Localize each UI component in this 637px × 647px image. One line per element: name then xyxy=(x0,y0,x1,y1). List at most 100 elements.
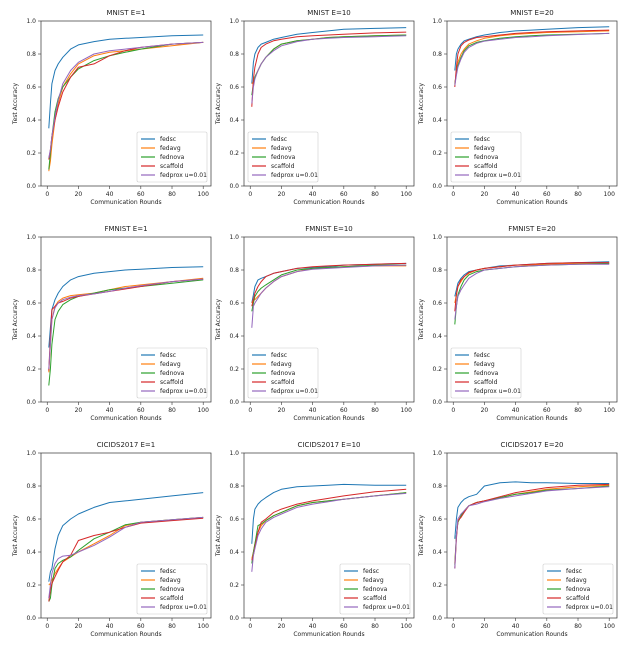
y-tick-label: 0.4 xyxy=(432,333,442,340)
subplot-title: MNIST E=10 xyxy=(307,9,350,17)
legend-label: fednova xyxy=(160,370,185,377)
subplot-title: CICIDS2017 E=10 xyxy=(298,441,361,449)
legend-label: scaffold xyxy=(271,163,295,170)
legend-label: fedsc xyxy=(160,568,176,575)
x-tick-label: 20 xyxy=(75,191,83,198)
y-tick-label: 0.2 xyxy=(26,366,36,373)
legend-label: fedprox u=0.01 xyxy=(160,604,207,611)
legend-label: fedavg xyxy=(566,577,587,584)
y-axis-label: Test Accuracy xyxy=(215,514,222,557)
y-axis-label: Test Accuracy xyxy=(418,298,425,341)
y-tick-label: 0.8 xyxy=(432,51,442,58)
subplot-1: MNIST E=1 0 20 40 60 80 100 0.0 0.2 0.4 0.6 0.8 1.0 C… xyxy=(12,9,212,206)
y-tick-label: 0.4 xyxy=(432,549,442,556)
series-line-fednova xyxy=(251,264,407,312)
y-tick-label: 0.6 xyxy=(432,516,442,523)
series-line-fednova xyxy=(251,492,407,564)
series-line-fedsc xyxy=(251,262,407,304)
legend-label: fednova xyxy=(271,154,296,161)
legend: fedsc fedavg fednova scaffold fedprox u=0.01 xyxy=(247,131,319,183)
series-line-scaffold xyxy=(48,278,204,371)
subplot-title: MNIST E=1 xyxy=(106,9,145,17)
y-tick-label: 0.8 xyxy=(229,267,239,274)
subplot-3: MNIST E=20 0 20 40 60 80 100 0.0 0.2 0.4 0.6 0.8 1.0… xyxy=(418,9,618,206)
y-tick-label: 0.4 xyxy=(26,117,36,124)
legend-box xyxy=(450,347,522,399)
series-line-fedavg xyxy=(251,34,407,85)
y-tick-label: 0.6 xyxy=(229,84,239,91)
y-tick-label: 0.8 xyxy=(26,483,36,490)
legend-label: fednova xyxy=(160,154,185,161)
x-tick-label: 100 xyxy=(197,191,209,198)
legend: fedsc fedavg fednova scaffold fedprox u=0.01 xyxy=(136,131,208,183)
subplot-2: MNIST E=10 0 20 40 60 80 100 0.0 0.2 0.4 0.6 0.8 1.0… xyxy=(215,9,415,206)
x-axis-label: Communication Rounds xyxy=(496,415,567,422)
x-axis-label: Communication Rounds xyxy=(293,415,364,422)
x-tick-label: 60 xyxy=(543,623,551,630)
legend-label: fedprox u=0.01 xyxy=(566,604,613,611)
legend-label: fednova xyxy=(160,586,185,593)
x-tick-label: 40 xyxy=(106,407,114,414)
legend-box xyxy=(136,347,208,399)
legend-label: fedprox u=0.01 xyxy=(160,388,207,395)
y-tick-label: 0.8 xyxy=(432,267,442,274)
x-tick-label: 40 xyxy=(309,623,317,630)
x-tick-label: 100 xyxy=(603,407,615,414)
x-tick-label: 80 xyxy=(371,623,379,630)
x-tick-label: 60 xyxy=(340,623,348,630)
legend-label: fedprox u=0.01 xyxy=(160,172,207,179)
series-line-fedprox xyxy=(251,492,407,572)
series-line-fedsc xyxy=(454,26,610,71)
legend-label: fedprox u=0.01 xyxy=(474,172,521,179)
legend-label: fedavg xyxy=(160,361,181,368)
plot-frame xyxy=(446,452,618,619)
x-tick-label: 80 xyxy=(168,191,176,198)
legend-label: scaffold xyxy=(474,379,498,386)
x-tick-label: 20 xyxy=(481,623,489,630)
x-tick-label: 20 xyxy=(278,191,286,198)
x-tick-label: 40 xyxy=(512,191,520,198)
x-tick-label: 40 xyxy=(512,623,520,630)
series-line-fedprox xyxy=(48,41,204,158)
legend: fedsc fedavg fednova scaffold fedprox u=0.01 xyxy=(450,347,522,399)
legend-label: fedsc xyxy=(160,136,176,143)
y-tick-label: 0.4 xyxy=(432,117,442,124)
x-tick-label: 40 xyxy=(309,191,317,198)
y-tick-label: 0.0 xyxy=(26,399,36,406)
legend-label: fednova xyxy=(271,370,296,377)
x-tick-label: 0 xyxy=(248,407,252,414)
y-axis-label: Test Accuracy xyxy=(12,298,19,341)
subplot-title: MNIST E=20 xyxy=(510,9,553,17)
plot-frame xyxy=(243,236,415,403)
x-tick-label: 80 xyxy=(574,407,582,414)
plot-frame xyxy=(243,452,415,619)
subplot-title: FMNIST E=1 xyxy=(104,225,147,233)
x-axis-label: Communication Rounds xyxy=(90,631,161,638)
x-axis-label: Communication Rounds xyxy=(90,415,161,422)
series-line-scaffold xyxy=(454,262,610,312)
x-tick-label: 20 xyxy=(75,623,83,630)
series-line-fednova xyxy=(251,34,407,96)
y-tick-label: 0.2 xyxy=(26,150,36,157)
plot-frame xyxy=(446,236,618,403)
x-tick-label: 60 xyxy=(340,407,348,414)
y-tick-label: 0.2 xyxy=(229,582,239,589)
y-tick-label: 1.0 xyxy=(432,18,442,25)
series-line-fedsc xyxy=(48,266,204,348)
y-tick-label: 0.2 xyxy=(432,582,442,589)
series-line-fednova xyxy=(454,32,610,84)
series-line-fedavg xyxy=(251,265,407,304)
series-line-scaffold xyxy=(48,517,204,602)
y-tick-label: 0.8 xyxy=(229,483,239,490)
x-tick-label: 0 xyxy=(248,623,252,630)
y-tick-label: 1.0 xyxy=(26,18,36,25)
subplot-title: FMNIST E=20 xyxy=(508,225,556,233)
series-line-fedsc xyxy=(454,261,610,297)
x-tick-label: 100 xyxy=(603,623,615,630)
y-axis-label: Test Accuracy xyxy=(215,82,222,125)
x-tick-label: 0 xyxy=(451,623,455,630)
y-tick-label: 1.0 xyxy=(26,234,36,241)
legend: fedsc fedavg fednova scaffold fedprox u=0.01 xyxy=(339,563,411,615)
legend-label: fedsc xyxy=(474,352,490,359)
y-tick-label: 0.0 xyxy=(26,615,36,622)
